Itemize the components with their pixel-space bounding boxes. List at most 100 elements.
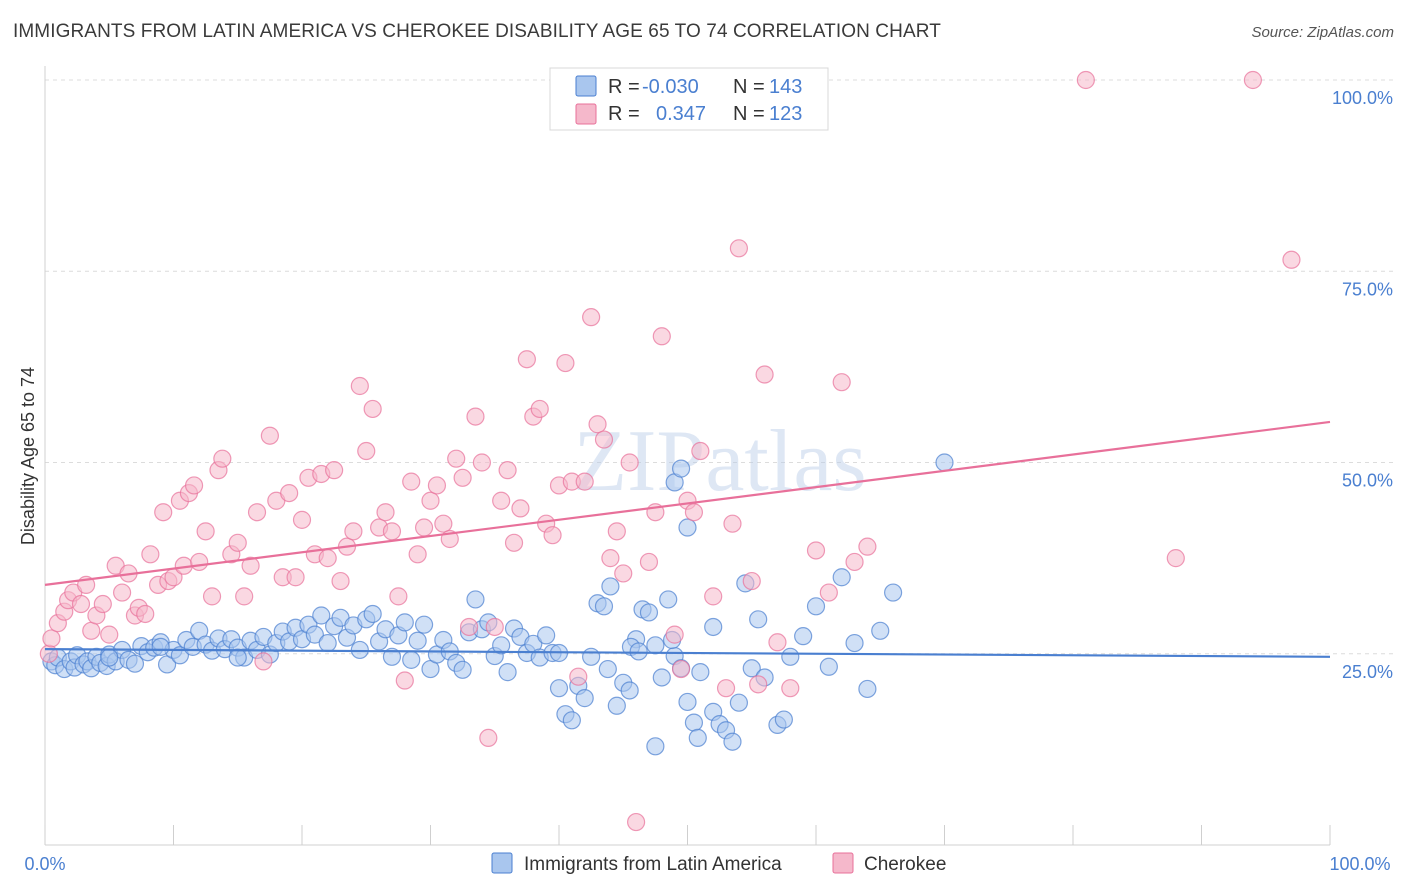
point-latin-america — [858, 679, 877, 699]
point-latin-america — [704, 617, 723, 637]
point-cherokee — [832, 373, 851, 392]
legend-r-label-2: R = — [608, 103, 640, 125]
point-latin-america — [466, 590, 485, 609]
point-cherokee — [453, 468, 472, 487]
point-cherokee — [594, 430, 614, 449]
point-latin-america — [794, 627, 813, 646]
point-cherokee — [280, 484, 299, 503]
point-latin-america — [935, 453, 954, 472]
point-cherokee — [408, 545, 427, 564]
point-latin-america — [639, 603, 659, 622]
bottom-legend-label-1: Immigrants from Latin America — [524, 854, 782, 875]
watermark: ZIPatlas — [573, 413, 866, 510]
point-cherokee — [671, 659, 691, 679]
point-cherokee — [716, 679, 736, 698]
point-cherokee — [184, 476, 204, 495]
point-cherokee — [806, 541, 826, 560]
point-cherokee — [511, 499, 530, 518]
point-latin-america — [620, 681, 639, 700]
point-cherokee — [100, 625, 119, 644]
point-cherokee — [325, 461, 344, 480]
bottom-legend-swatch-blue — [491, 852, 513, 874]
point-latin-america — [607, 696, 626, 715]
point-latin-america — [652, 668, 671, 687]
point-cherokee — [749, 675, 768, 694]
point-cherokee — [729, 239, 749, 258]
point-cherokee — [569, 667, 588, 686]
point-latin-america — [729, 693, 749, 712]
point-latin-america — [453, 660, 472, 679]
point-latin-america — [723, 732, 742, 751]
point-latin-america — [492, 636, 511, 655]
point-cherokee — [607, 522, 626, 541]
trend-line-latin-america — [44, 648, 1331, 658]
point-cherokee — [357, 441, 376, 461]
point-cherokee — [543, 526, 562, 545]
point-cherokee — [196, 522, 215, 541]
point-latin-america — [382, 647, 402, 666]
point-latin-america — [659, 590, 678, 609]
point-cherokee — [582, 308, 601, 327]
point-latin-america — [312, 606, 331, 625]
axis-layer: 0.0% 100.0% 25.0% 50.0% 75.0% 100.0% — [24, 66, 1393, 874]
point-latin-america — [318, 633, 337, 653]
point-latin-america — [414, 615, 434, 634]
point-latin-america — [883, 583, 903, 602]
point-latin-america — [646, 636, 665, 655]
point-cherokee — [723, 514, 742, 533]
point-cherokee — [402, 472, 421, 491]
point-cherokee — [260, 426, 279, 445]
point-cherokee — [517, 350, 536, 369]
point-cherokee — [202, 587, 222, 606]
point-latin-america — [125, 654, 145, 673]
x-tick-label: 0.0% — [24, 854, 65, 874]
point-cherokee — [858, 537, 877, 556]
point-latin-america — [691, 663, 710, 682]
point-latin-america — [402, 650, 421, 669]
point-latin-america — [562, 711, 581, 730]
point-cherokee — [363, 399, 382, 419]
point-cherokee — [530, 399, 549, 419]
point-latin-america — [601, 577, 620, 596]
point-cherokee — [556, 353, 575, 373]
point-cherokee — [665, 625, 684, 644]
point-cherokee — [691, 441, 710, 461]
point-cherokee — [434, 514, 453, 533]
point-cherokee — [684, 503, 704, 522]
point-cherokee — [154, 503, 173, 522]
legend-n-label-2: N = — [733, 103, 765, 125]
point-cherokee — [82, 621, 101, 640]
point-latin-america — [537, 626, 556, 645]
point-cherokee — [575, 472, 594, 491]
point-cherokee — [498, 461, 517, 480]
point-cherokee — [414, 518, 434, 537]
point-latin-america — [806, 597, 826, 616]
point-cherokee — [466, 407, 485, 426]
bottom-legend-label-2: Cherokee — [864, 854, 946, 875]
point-cherokee — [382, 522, 402, 541]
point-latin-america — [774, 710, 793, 729]
point-cherokee — [588, 415, 607, 434]
point-cherokee — [485, 617, 504, 637]
point-cherokee — [213, 449, 232, 468]
point-latin-america — [742, 659, 761, 678]
point-cherokee — [228, 533, 247, 552]
x-tick-label: 100.0% — [1329, 854, 1390, 874]
point-cherokee — [235, 587, 254, 606]
trend-line-cherokee — [44, 420, 1331, 586]
point-latin-america — [363, 604, 382, 624]
point-cherokee — [626, 812, 646, 832]
point-cherokee — [136, 604, 155, 624]
point-latin-america — [549, 679, 569, 698]
legend-n-label-1: N = — [733, 76, 765, 98]
point-cherokee — [247, 503, 267, 522]
point-latin-america — [582, 647, 601, 666]
point-cherokee — [42, 629, 61, 648]
point-latin-america — [305, 625, 324, 644]
y-tick-label: 100.0% — [1332, 88, 1393, 108]
point-cherokee — [292, 510, 312, 529]
point-cherokee — [755, 365, 774, 384]
point-latin-america — [678, 518, 697, 537]
point-cherokee — [39, 644, 58, 663]
